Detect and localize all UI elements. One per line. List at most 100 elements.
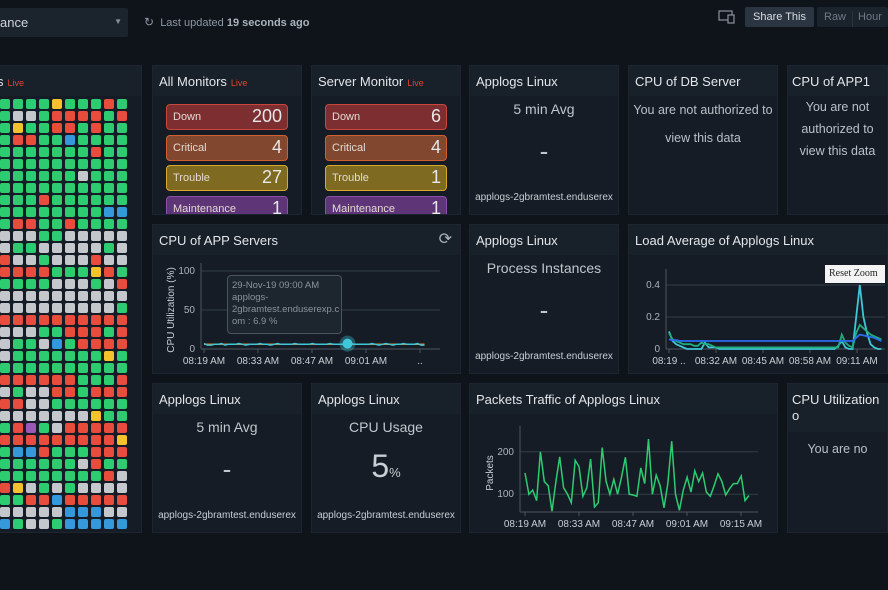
monitor-status-cell[interactable] xyxy=(26,183,36,193)
monitor-status-cell[interactable] xyxy=(65,435,75,445)
monitor-status-cell[interactable] xyxy=(117,291,127,301)
status-trouble[interactable]: Trouble 27 xyxy=(166,165,288,191)
monitor-status-cell[interactable] xyxy=(13,483,23,493)
monitor-status-cell[interactable] xyxy=(78,219,88,229)
monitor-status-cell[interactable] xyxy=(0,135,10,145)
monitor-status-cell[interactable] xyxy=(91,315,101,325)
status-maintenance[interactable]: Maintenance 1 xyxy=(325,196,447,214)
monitor-status-cell[interactable] xyxy=(52,399,62,409)
monitor-status-cell[interactable] xyxy=(104,219,114,229)
monitor-status-cell[interactable] xyxy=(13,291,23,301)
monitor-status-cell[interactable] xyxy=(117,375,127,385)
monitor-status-cell[interactable] xyxy=(13,495,23,505)
monitor-status-cell[interactable] xyxy=(26,459,36,469)
monitor-status-cell[interactable] xyxy=(13,147,23,157)
monitor-status-cell[interactable] xyxy=(78,195,88,205)
monitor-status-cell[interactable] xyxy=(65,327,75,337)
monitor-status-cell[interactable] xyxy=(52,147,62,157)
monitor-status-cell[interactable] xyxy=(52,387,62,397)
monitor-status-cell[interactable] xyxy=(65,375,75,385)
monitor-status-cell[interactable] xyxy=(78,279,88,289)
monitor-status-cell[interactable] xyxy=(39,231,49,241)
monitor-status-cell[interactable] xyxy=(39,111,49,121)
monitor-status-cell[interactable] xyxy=(78,183,88,193)
monitor-status-cell[interactable] xyxy=(65,291,75,301)
monitor-status-cell[interactable] xyxy=(52,339,62,349)
monitor-status-cell[interactable] xyxy=(91,231,101,241)
monitor-status-cell[interactable] xyxy=(91,375,101,385)
monitor-status-cell[interactable] xyxy=(104,255,114,265)
monitor-status-cell[interactable] xyxy=(26,99,36,109)
monitor-status-cell[interactable] xyxy=(39,291,49,301)
monitor-status-cell[interactable] xyxy=(78,171,88,181)
monitor-status-cell[interactable] xyxy=(104,159,114,169)
monitor-status-cell[interactable] xyxy=(0,399,10,409)
monitor-status-cell[interactable] xyxy=(117,279,127,289)
monitor-status-cell[interactable] xyxy=(0,267,10,277)
monitor-status-cell[interactable] xyxy=(26,219,36,229)
monitor-status-cell[interactable] xyxy=(65,159,75,169)
monitor-status-cell[interactable] xyxy=(104,471,114,481)
monitor-status-cell[interactable] xyxy=(65,399,75,409)
monitor-status-cell[interactable] xyxy=(78,123,88,133)
monitor-status-cell[interactable] xyxy=(39,375,49,385)
monitor-status-cell[interactable] xyxy=(13,219,23,229)
monitor-status-cell[interactable] xyxy=(117,399,127,409)
monitor-status-cell[interactable] xyxy=(39,159,49,169)
monitor-status-cell[interactable] xyxy=(78,291,88,301)
monitor-status-cell[interactable] xyxy=(26,423,36,433)
monitor-status-cell[interactable] xyxy=(0,219,10,229)
monitor-status-cell[interactable] xyxy=(65,183,75,193)
monitor-status-cell[interactable] xyxy=(39,243,49,253)
monitor-status-cell[interactable] xyxy=(52,279,62,289)
monitor-status-cell[interactable] xyxy=(117,159,127,169)
monitor-status-cell[interactable] xyxy=(91,171,101,181)
monitor-status-cell[interactable] xyxy=(65,411,75,421)
monitor-status-cell[interactable] xyxy=(0,207,10,217)
monitor-status-cell[interactable] xyxy=(65,447,75,457)
monitor-status-cell[interactable] xyxy=(0,387,10,397)
monitor-status-cell[interactable] xyxy=(13,111,23,121)
monitor-status-cell[interactable] xyxy=(0,507,10,517)
monitor-status-cell[interactable] xyxy=(65,279,75,289)
monitor-status-cell[interactable] xyxy=(117,207,127,217)
monitor-status-cell[interactable] xyxy=(26,327,36,337)
monitor-status-cell[interactable] xyxy=(13,243,23,253)
monitor-status-cell[interactable] xyxy=(52,231,62,241)
monitor-status-cell[interactable] xyxy=(117,243,127,253)
monitor-status-cell[interactable] xyxy=(91,447,101,457)
monitor-status-cell[interactable] xyxy=(13,279,23,289)
monitor-status-cell[interactable] xyxy=(117,507,127,517)
monitor-status-cell[interactable] xyxy=(26,147,36,157)
monitor-status-cell[interactable] xyxy=(39,195,49,205)
monitor-status-cell[interactable] xyxy=(65,255,75,265)
monitor-status-cell[interactable] xyxy=(104,183,114,193)
monitor-status-cell[interactable] xyxy=(39,267,49,277)
monitor-status-cell[interactable] xyxy=(13,351,23,361)
monitor-status-cell[interactable] xyxy=(104,459,114,469)
monitor-status-cell[interactable] xyxy=(104,231,114,241)
monitor-status-cell[interactable] xyxy=(13,183,23,193)
monitor-status-cell[interactable] xyxy=(0,339,10,349)
monitor-status-cell[interactable] xyxy=(117,219,127,229)
monitor-status-cell[interactable] xyxy=(13,327,23,337)
monitor-status-cell[interactable] xyxy=(117,339,127,349)
monitor-status-cell[interactable] xyxy=(26,483,36,493)
monitor-status-cell[interactable] xyxy=(91,507,101,517)
monitor-status-cell[interactable] xyxy=(52,135,62,145)
monitor-status-cell[interactable] xyxy=(117,459,127,469)
monitor-status-cell[interactable] xyxy=(0,471,10,481)
monitor-status-cell[interactable] xyxy=(78,159,88,169)
monitor-status-cell[interactable] xyxy=(52,423,62,433)
monitor-status-cell[interactable] xyxy=(91,351,101,361)
status-down[interactable]: Down 6 xyxy=(325,104,447,130)
monitor-status-cell[interactable] xyxy=(26,495,36,505)
monitor-status-cell[interactable] xyxy=(65,387,75,397)
monitor-status-cell[interactable] xyxy=(91,459,101,469)
monitor-status-cell[interactable] xyxy=(0,195,10,205)
monitor-status-cell[interactable] xyxy=(52,111,62,121)
monitor-status-cell[interactable] xyxy=(0,291,10,301)
monitor-status-cell[interactable] xyxy=(52,159,62,169)
monitor-status-cell[interactable] xyxy=(65,207,75,217)
monitor-status-cell[interactable] xyxy=(26,399,36,409)
